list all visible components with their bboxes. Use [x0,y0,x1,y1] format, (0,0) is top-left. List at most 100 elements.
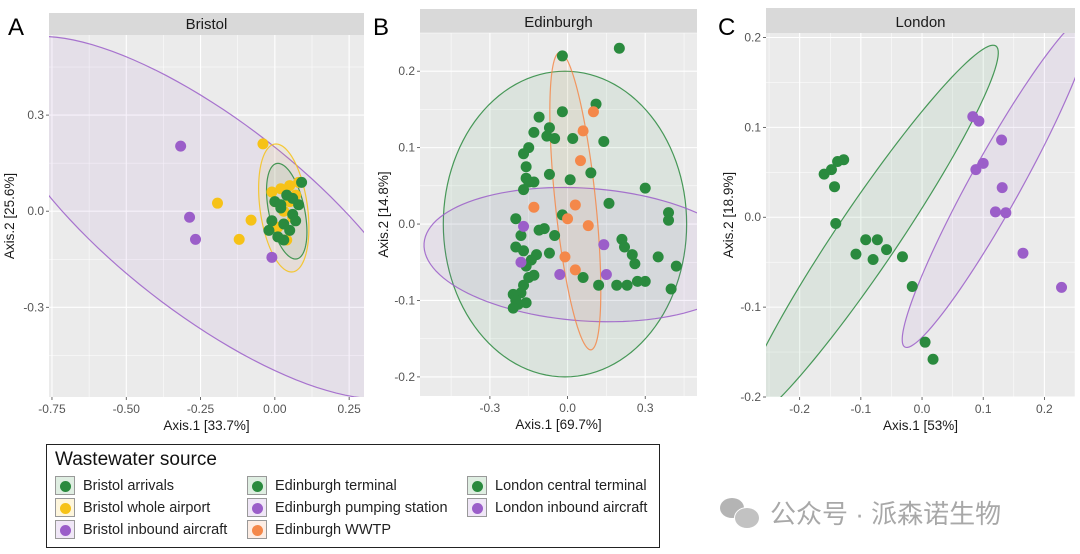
y-tick-label: -0.3 [23,300,44,314]
data-point [549,230,561,242]
data-point [629,258,641,270]
data-point [520,161,532,173]
data-point [569,199,581,211]
panel-bristol: Bristol A -0.75 -0.50 -0.25 0.00 0.25 -0.3 0.0 0.… [2,13,364,433]
legend-key [55,476,75,495]
data-point [871,234,883,246]
data-point [989,206,1001,218]
y-tick-label: 0.3 [27,108,44,122]
data-point [257,138,269,150]
data-point [825,164,837,176]
data-point [973,115,985,127]
legend-label: Bristol whole airport [83,499,211,516]
x-tick-label: 0.0 [914,402,931,416]
plot-area [766,33,1075,397]
legend-label: Bristol inbound aircraft [83,521,228,538]
data-point [510,213,522,225]
x-tick-label: 0.3 [637,401,654,415]
legend-key [247,498,267,517]
legend-key [467,498,487,517]
data-point [559,251,571,263]
legend-item: Edinburgh terminal [247,475,397,496]
x-tick-label: -0.50 [113,402,141,416]
y-tick-label: 0.2 [398,64,415,78]
data-point [639,275,651,287]
data-point [663,207,675,219]
data-point [598,239,610,251]
x-axis-title: Axis.1 [53%] [883,418,958,433]
data-point [266,215,278,227]
watermark: 公众号 · 派森诺生物 [720,494,1001,531]
facet-strip [49,13,364,35]
data-point [860,234,872,246]
data-point [543,247,555,259]
legend-item: Edinburgh WWTP [247,519,391,540]
data-point [838,154,850,166]
data-point [296,176,308,188]
data-point [867,253,879,265]
data-point [528,201,540,213]
y-tick-label: -0.1 [740,300,761,314]
data-point [1017,247,1029,259]
y-tick-label: 0.0 [398,217,415,231]
y-tick-label: -0.1 [394,293,415,307]
legend-item: Edinburgh pumping station [247,497,448,518]
data-point [518,148,530,160]
data-point [528,176,540,188]
data-point [518,184,530,196]
legend-label: Edinburgh pumping station [275,499,448,516]
plot-background [766,33,1075,397]
data-point [556,106,568,118]
data-point [266,251,278,263]
data-point [896,251,908,263]
data-point [569,264,581,276]
x-tick-label: -0.75 [38,402,66,416]
data-point [996,182,1008,194]
plot-area [423,42,697,378]
legend-item: London central terminal [467,475,647,496]
y-axis-title: Axis.2 [25.6%] [2,173,17,259]
data-point [582,220,594,232]
legend-key [55,498,75,517]
data-point [564,174,576,186]
data-point [533,111,545,123]
data-point [567,132,579,144]
data-point [621,279,633,291]
legend-item: London inbound aircraft [467,497,647,518]
x-tick-label: 0.1 [975,402,992,416]
data-point [598,136,610,148]
legend-key [55,520,75,539]
legend-dot-icon [472,480,483,492]
legend-item: Bristol arrivals [55,475,174,496]
x-tick-label: 0.0 [559,401,576,415]
legend-dot-icon [472,502,483,514]
data-point [549,132,561,144]
y-axis-title: Axis.2 [18.9%] [721,172,736,258]
legend-key [467,476,487,495]
x-tick-label: -0.2 [789,402,810,416]
data-point [977,157,989,169]
legend-label: London inbound aircraft [495,499,648,516]
data-point [927,353,939,365]
data-point [919,336,931,348]
data-point [850,248,862,260]
data-point [575,155,587,167]
data-point [830,218,842,230]
data-point [528,126,540,138]
data-point [626,249,638,261]
x-tick-label: 0.2 [1036,402,1053,416]
facet-strip [766,8,1075,33]
legend-key [247,520,267,539]
x-tick-label: -0.3 [480,401,501,415]
data-point [543,168,555,180]
confidence-ellipse [901,33,1075,349]
data-point [577,125,589,137]
facet-title: Bristol [186,16,228,33]
data-point [881,244,893,256]
data-point [970,164,982,176]
data-point [603,197,615,209]
data-point [906,280,918,292]
panel-london: London C -0.2 -0.1 0.0 0.1 0.2 -0.2 -0.1 0.0 0.1 0.… [718,8,1076,433]
x-tick-label: -0.25 [187,402,215,416]
